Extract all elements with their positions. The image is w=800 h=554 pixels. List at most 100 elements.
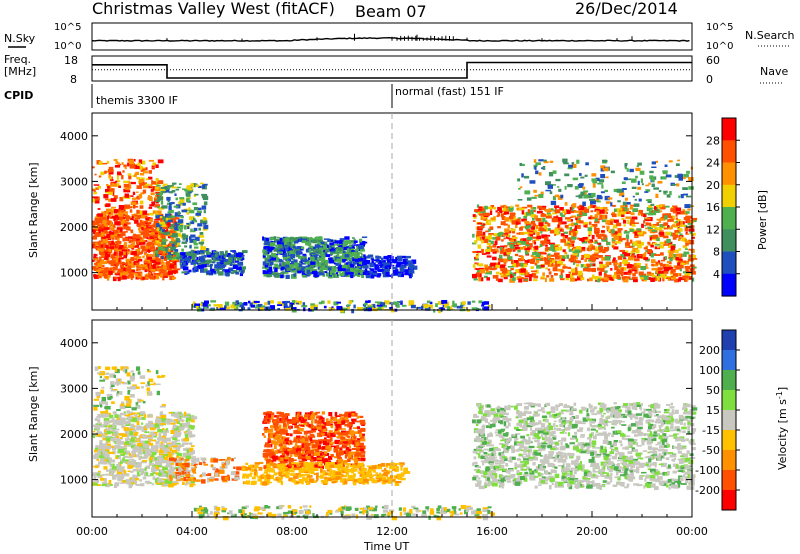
heatmap-cell <box>134 219 139 224</box>
heatmap-cell <box>290 269 297 273</box>
heatmap-cell <box>532 223 537 227</box>
heatmap-cell <box>558 220 562 225</box>
heatmap-cell <box>126 460 129 462</box>
heatmap-cell <box>408 269 411 274</box>
heatmap-cell <box>154 456 160 461</box>
heatmap-cell <box>198 241 205 245</box>
heatmap-cell <box>168 209 174 214</box>
heatmap-cell <box>93 253 97 258</box>
heatmap-cell <box>395 264 401 268</box>
heatmap-cell <box>582 207 587 210</box>
heatmap-cell <box>581 254 586 259</box>
heatmap-cell <box>117 227 123 233</box>
heatmap-cell <box>107 221 111 225</box>
heatmap-cell <box>152 162 156 166</box>
heatmap-cell <box>660 259 666 262</box>
heatmap-cell <box>156 195 161 197</box>
heatmap-cell <box>502 206 506 211</box>
nsearch-tick-top: 10^5 <box>706 22 733 33</box>
heatmap-cell <box>578 220 584 223</box>
heatmap-cell <box>183 411 187 416</box>
heatmap-cell <box>685 231 688 235</box>
heatmap-cell <box>224 305 227 309</box>
heatmap-cell <box>122 219 126 223</box>
freq-tick-bottom: 8 <box>70 73 77 86</box>
heatmap-cell <box>493 207 497 210</box>
heatmap-cell <box>175 197 178 201</box>
heatmap-cell <box>302 302 306 306</box>
heatmap-cell <box>655 263 662 265</box>
heatmap-cell <box>685 267 689 272</box>
heatmap-cell <box>312 254 319 257</box>
heatmap-cell <box>196 210 202 213</box>
heatmap-cell <box>219 264 225 269</box>
heatmap-cell <box>663 244 669 246</box>
heatmap-cell <box>553 220 559 223</box>
heatmap-cell <box>351 269 355 272</box>
heatmap-cell <box>274 263 279 266</box>
heatmap-cell <box>136 445 142 448</box>
heatmap-cell <box>485 222 492 226</box>
heatmap-cell <box>492 256 497 261</box>
heatmap-cell <box>132 425 136 428</box>
heatmap-cell <box>532 217 535 221</box>
heatmap-cell <box>95 261 98 266</box>
heatmap-cell <box>140 471 147 474</box>
heatmap-cell <box>325 254 331 257</box>
heatmap-cell <box>371 258 374 264</box>
heatmap-cell <box>118 212 124 217</box>
heatmap-cell <box>191 456 196 460</box>
heatmap-cell <box>193 207 198 211</box>
heatmap-cell <box>167 271 173 275</box>
heatmap-cell <box>529 180 536 184</box>
heatmap-cell <box>510 245 513 249</box>
heatmap-cell <box>561 255 566 259</box>
heatmap-cell <box>691 255 696 260</box>
heatmap-cell <box>683 174 689 178</box>
heatmap-cell <box>285 261 291 266</box>
heatmap-cell <box>95 216 98 218</box>
heatmap-cell <box>171 243 175 248</box>
heatmap-cell <box>161 255 164 260</box>
heatmap-cell <box>233 251 237 256</box>
heatmap-cell <box>150 246 156 249</box>
heatmap-cell <box>130 218 134 221</box>
heatmap-cell <box>297 300 302 305</box>
heatmap-cell <box>115 215 119 219</box>
heatmap-cell <box>192 270 197 273</box>
heatmap-cell <box>108 166 114 172</box>
heatmap-cell <box>645 227 648 230</box>
heatmap-cell <box>657 181 663 184</box>
heatmap-cell <box>477 263 484 267</box>
heatmap-cell <box>177 215 183 217</box>
heatmap-cell <box>590 210 594 213</box>
heatmap-cell <box>654 207 657 210</box>
heatmap-cell <box>172 246 177 248</box>
heatmap-cell <box>630 219 635 224</box>
heatmap-cell <box>157 246 164 251</box>
heatmap-cell <box>150 268 156 272</box>
heatmap-cell <box>148 433 151 437</box>
heatmap-cell <box>122 268 129 272</box>
heatmap-cell <box>268 266 273 270</box>
heatmap-cell <box>553 252 560 257</box>
heatmap-cell <box>349 271 354 275</box>
heatmap-cell <box>115 428 120 431</box>
heatmap-cell <box>485 230 489 233</box>
heatmap-cell <box>105 191 109 194</box>
heatmap-cell <box>594 209 597 212</box>
heatmap-cell <box>130 423 135 428</box>
heatmap-cell <box>477 210 480 215</box>
heatmap-cell <box>612 274 617 279</box>
heatmap-cell <box>581 246 586 252</box>
heatmap-cell <box>690 271 696 275</box>
heatmap-cell <box>675 213 678 217</box>
heatmap-cell <box>165 217 168 221</box>
heatmap-cell <box>171 253 176 258</box>
heatmap-cell <box>475 226 479 231</box>
heatmap-cell <box>349 241 354 244</box>
heatmap-cell <box>116 421 123 426</box>
heatmap-cell <box>132 191 136 195</box>
heatmap-cell <box>169 241 174 244</box>
heatmap-cell <box>555 178 561 182</box>
